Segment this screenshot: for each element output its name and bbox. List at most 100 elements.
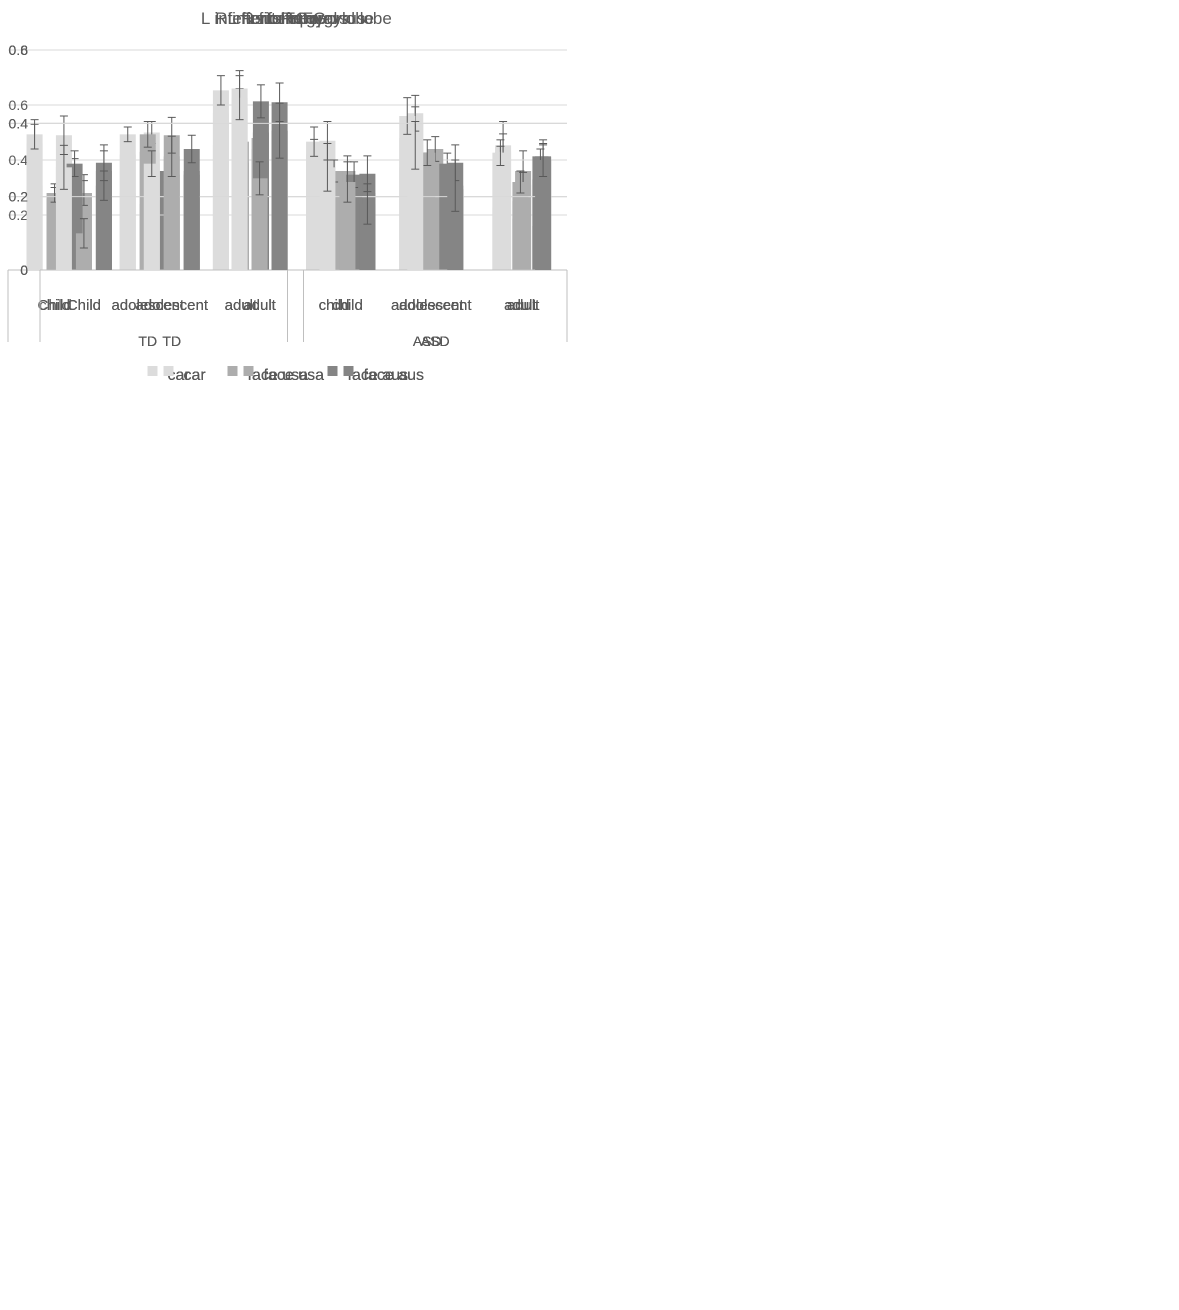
error-bar (310, 126, 319, 157)
legend-swatch (163, 366, 174, 376)
category-label: adolescent (111, 297, 184, 314)
group-label: ASD (421, 333, 450, 349)
category-label: Child (37, 297, 71, 314)
error-bar (403, 97, 412, 135)
error-bar (187, 134, 196, 164)
category-label: adolescent (399, 297, 472, 314)
bar-face-aus-asd-adolescent (447, 185, 464, 270)
category-label: child (332, 297, 363, 314)
category-label: adult (243, 297, 276, 314)
bar-face-usa-td-child (75, 233, 92, 270)
category-label: adult (243, 297, 276, 314)
bar-face-aus-asd-adult (535, 160, 552, 270)
error-bar (30, 119, 39, 150)
error-bar (216, 75, 225, 106)
category-label: child (319, 297, 350, 314)
legend-label: car (184, 367, 207, 384)
legend-label: face aus (348, 367, 408, 384)
legend-label: face usa (264, 367, 325, 384)
error-bar (496, 139, 505, 166)
group-label: ASD (421, 333, 450, 349)
error-bar (59, 144, 68, 190)
y-tick-label: 0.4 (9, 115, 29, 131)
category-label: adolescent (391, 297, 464, 314)
error-bar (123, 126, 132, 143)
legend-label: face aus (348, 367, 408, 384)
y-tick-label: 0 (20, 262, 28, 278)
category-label: adolescent (399, 297, 472, 314)
y-tick-label: 0.4 (9, 152, 29, 168)
y-tick-label: 0.2 (9, 189, 29, 205)
legend-swatch (327, 366, 338, 376)
bar-face-usa-td-adolescent (163, 156, 180, 270)
error-bar (363, 183, 372, 225)
error-bar (323, 143, 332, 192)
category-label: adult (507, 297, 540, 314)
category-label: adult (507, 297, 540, 314)
error-bar (256, 84, 265, 119)
legend-swatch (343, 366, 354, 376)
chart-title: L inferior temporal lobe (201, 9, 374, 28)
category-label: child (332, 297, 363, 314)
error-bar (147, 150, 156, 177)
legend-swatch (147, 366, 158, 376)
legend-label: face aus (364, 367, 424, 384)
bar-face-usa-td-adult (251, 178, 268, 270)
y-tick-label: 0.2 (9, 207, 29, 223)
category-label: Child (67, 297, 101, 314)
category-label: Child (37, 297, 71, 314)
group-label: TD (138, 333, 157, 349)
category-label: adult (504, 297, 537, 314)
category-label: child (39, 297, 70, 314)
y-tick-label: 0.6 (9, 42, 29, 58)
bar-face-usa-asd-child (339, 182, 356, 270)
legend-label: face usa (248, 367, 309, 384)
legend-label: face usa (248, 367, 309, 384)
y-tick-label: 0.6 (9, 97, 29, 113)
error-bar (235, 75, 244, 121)
category-label: child (319, 297, 350, 314)
group-label: ASD (413, 333, 442, 349)
group-label: ASD (413, 333, 442, 349)
group-label: TD (162, 333, 181, 349)
error-bar (275, 102, 284, 159)
group-label: TD (162, 333, 181, 349)
group-label: ASD (413, 333, 442, 349)
group-label: TD (138, 333, 157, 349)
chart-r-inferior-temporal-lobe: R inferior temporal lobe 0 0.2 0.4 0.6 Child a… (0, 0, 575, 420)
error-bar (343, 161, 352, 203)
legend-item-face-usa: face usa (227, 366, 308, 384)
category-label: adolescent (135, 297, 208, 314)
bar-face-aus-td-adult (271, 130, 288, 270)
bar-car-td-adolescent (119, 134, 136, 270)
category-label: adolescent (135, 297, 208, 314)
category-label: Child (67, 297, 101, 314)
chart-title: R fusiform gyrus (242, 9, 366, 28)
legend-label: car (184, 367, 207, 384)
category-label: adult (504, 297, 537, 314)
chart-title: R inferior temporal lobe (215, 9, 392, 28)
legend-item-face-aus: face aus (343, 366, 424, 384)
error-bar (255, 161, 264, 196)
category-label: adolescent (391, 297, 464, 314)
category-label: child (319, 297, 350, 314)
category-label: adult (507, 297, 540, 314)
error-bar (423, 139, 432, 166)
bar-face-aus-td-child (95, 185, 112, 270)
error-bar (539, 143, 548, 177)
legend-swatch (243, 366, 254, 376)
bar-car-td-adult (231, 97, 248, 271)
category-label: adult (225, 297, 258, 314)
legend-item-face-usa: face usa (243, 366, 325, 384)
chart-title: R IFG (281, 9, 326, 28)
bar-car-asd-child (319, 167, 336, 270)
legend-label: face aus (348, 367, 408, 384)
bar-car-td-child (55, 167, 72, 270)
legend-label: face usa (264, 367, 325, 384)
error-bar (99, 170, 108, 201)
error-bar (143, 121, 152, 148)
legend-label: face usa (264, 367, 325, 384)
legend-label: car (184, 367, 207, 384)
category-label: Child (67, 297, 101, 314)
bar-car-asd-adolescent (407, 145, 424, 270)
